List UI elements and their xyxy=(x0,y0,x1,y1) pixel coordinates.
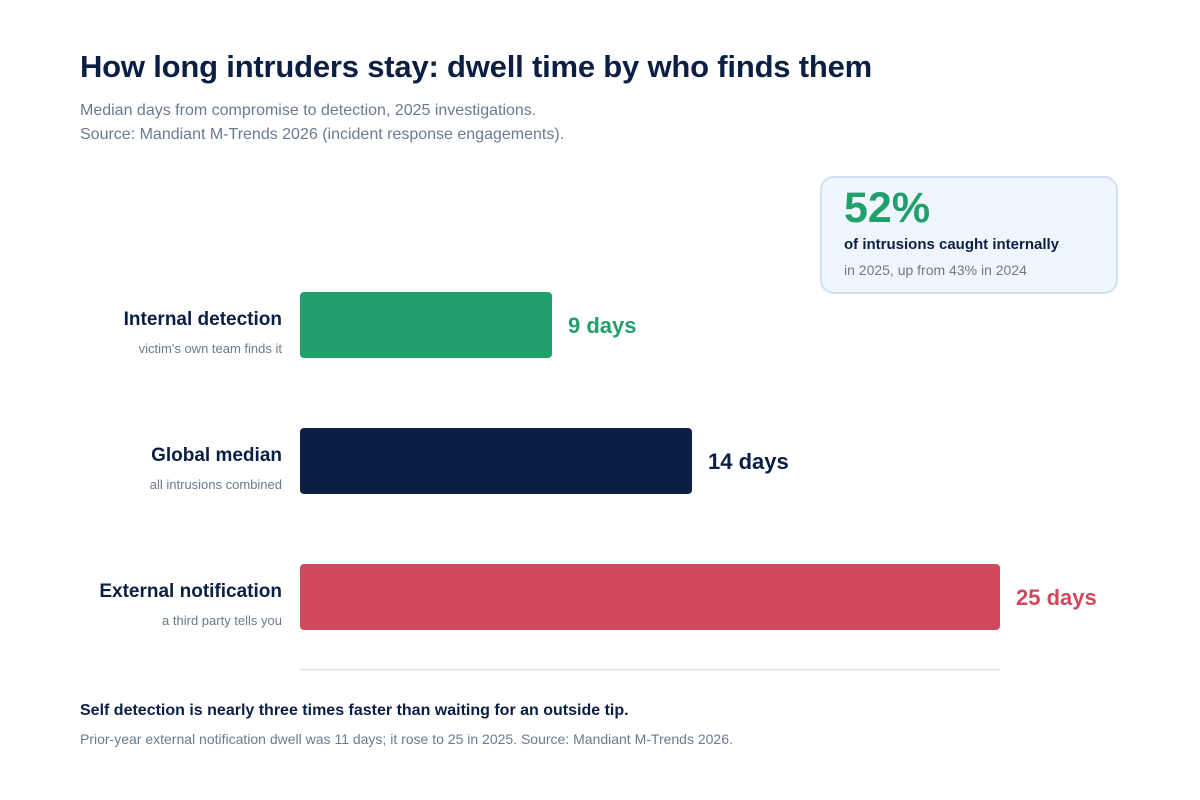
subtitle-line-source: Source: Mandiant M-Trends 2026 (incident… xyxy=(80,126,565,143)
category-subtitle-global-median: all intrusions combined xyxy=(150,477,282,492)
bar-external-notification xyxy=(300,564,1000,630)
callout-label: of intrusions caught internally xyxy=(844,236,1060,253)
bars-layer: Internal detection victim's own team find… xyxy=(99,292,1097,630)
category-subtitle-internal-detection: victim's own team finds it xyxy=(139,341,283,356)
bar-internal-detection xyxy=(300,292,552,358)
value-label-global-median: 14 days xyxy=(708,449,789,474)
category-label-external-notification: External notification xyxy=(99,581,282,602)
value-label-external-notification: 25 days xyxy=(1016,585,1097,610)
internal-detection-callout: 52% of intrusions caught internally in 2… xyxy=(820,176,1118,294)
category-label-internal-detection: Internal detection xyxy=(124,309,282,330)
category-subtitle-external-notification: a third party tells you xyxy=(162,613,282,628)
subtitle-line-description: Median days from compromise to detection… xyxy=(80,102,537,119)
value-label-internal-detection: 9 days xyxy=(568,313,637,338)
category-label-global-median: Global median xyxy=(151,445,282,466)
chart-subtitle: Median days from compromise to detection… xyxy=(80,99,564,147)
callout-value: 52% xyxy=(844,184,931,232)
takeaway-text: Self detection is nearly three times fas… xyxy=(80,702,629,719)
chart-title: How long intruders stay: dwell time by w… xyxy=(80,49,873,84)
bar-global-median xyxy=(300,428,692,494)
callout-note: in 2025, up from 43% in 2024 xyxy=(844,262,1027,278)
footnote-text: Prior-year external notification dwell w… xyxy=(80,731,733,747)
